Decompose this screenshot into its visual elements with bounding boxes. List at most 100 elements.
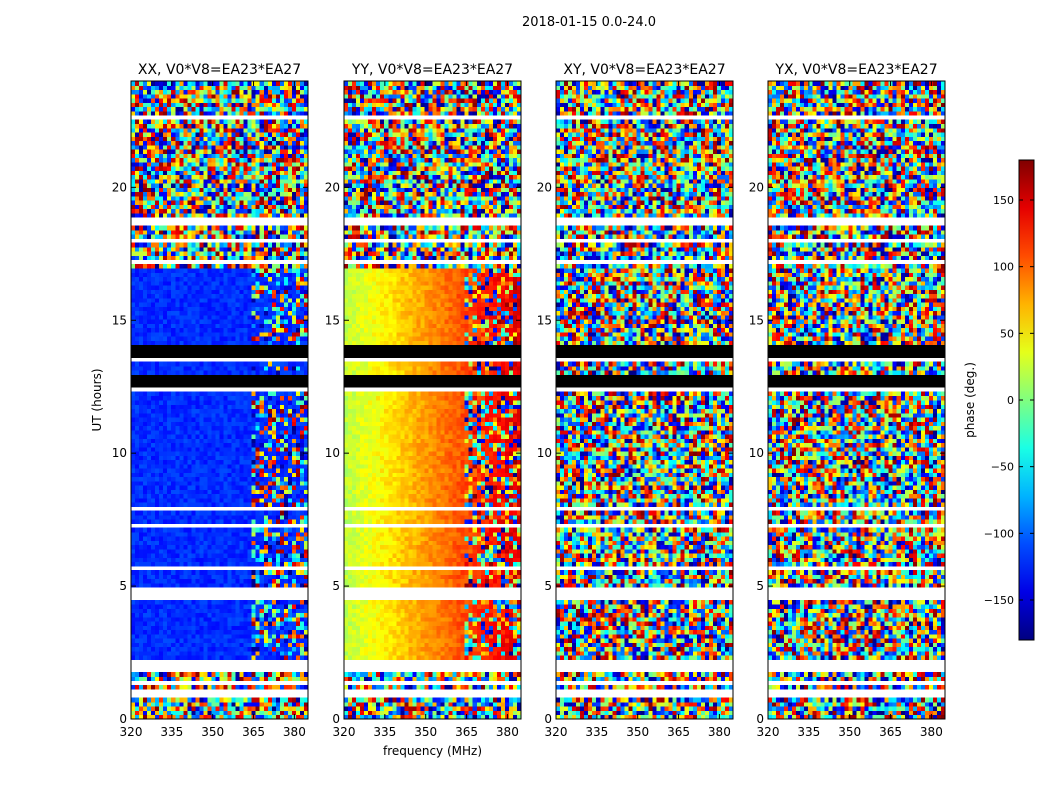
heatmap-cell (220, 655, 225, 660)
heatmap-cell (135, 158, 140, 163)
heatmap-cell (252, 574, 257, 579)
heatmap-cell (232, 366, 237, 371)
heatmap-cell (252, 583, 257, 588)
heatmap-cell (292, 196, 297, 201)
heatmap-cell (264, 213, 269, 218)
heatmap-cell (264, 600, 269, 605)
heatmap-cell (151, 170, 156, 175)
heatmap-cell (288, 676, 293, 681)
heatmap-cell (264, 655, 269, 660)
heatmap-cell (179, 464, 184, 469)
heatmap-cell (143, 315, 148, 320)
heatmap-cell (280, 481, 285, 486)
heatmap-cell (211, 494, 216, 499)
heatmap-cell (260, 485, 265, 490)
heatmap-cell (151, 298, 156, 303)
heatmap-cell (207, 391, 212, 396)
heatmap-cell (296, 434, 301, 439)
heatmap-cell (272, 319, 277, 324)
heatmap-cell (171, 511, 176, 516)
heatmap-cell (215, 136, 220, 141)
heatmap-cell (272, 698, 277, 703)
heatmap-cell (207, 170, 212, 175)
heatmap-cell (191, 676, 196, 681)
heatmap-cell (292, 336, 297, 341)
heatmap-cell (151, 162, 156, 167)
heatmap-cell (155, 294, 160, 299)
heatmap-cell (300, 417, 305, 422)
heatmap-cell (151, 685, 156, 690)
heatmap-cell (264, 604, 269, 609)
heatmap-cell (244, 583, 249, 588)
heatmap-cell (276, 651, 281, 656)
heatmap-cell (139, 540, 144, 545)
heatmap-cell (228, 396, 233, 401)
heatmap-cell (167, 540, 172, 545)
heatmap-cell (187, 302, 192, 307)
heatmap-cell (187, 323, 192, 328)
heatmap-cell (224, 557, 229, 562)
heatmap-cell (199, 613, 204, 618)
heatmap-cell (135, 153, 140, 158)
heatmap-cell (268, 311, 273, 316)
heatmap-cell (236, 145, 241, 150)
heatmap-cell (155, 642, 160, 647)
heatmap-cell (260, 213, 265, 218)
heatmap-cell (288, 362, 293, 367)
heatmap-cell (147, 294, 152, 299)
heatmap-cell (139, 536, 144, 541)
heatmap-cell (175, 638, 180, 643)
heatmap-cell (211, 613, 216, 618)
heatmap-cell (252, 481, 257, 486)
heatmap-cell (248, 447, 253, 452)
heatmap-cell (244, 515, 249, 520)
heatmap-cell (228, 272, 233, 277)
heatmap-cell (203, 655, 208, 660)
heatmap-cell (248, 366, 253, 371)
heatmap-cell (244, 434, 249, 439)
heatmap-cell (207, 413, 212, 418)
heatmap-cell (264, 426, 269, 431)
heatmap-cell (260, 247, 265, 252)
heatmap-cell (215, 579, 220, 584)
heatmap-cell (284, 255, 289, 260)
heatmap-cell (211, 672, 216, 677)
heatmap-cell (224, 604, 229, 609)
heatmap-cell (203, 553, 208, 558)
heatmap-cell (260, 328, 265, 333)
heatmap-cell (143, 158, 148, 163)
heatmap-cell (272, 400, 277, 405)
heatmap-cell (260, 494, 265, 499)
heatmap-cell (292, 251, 297, 256)
heatmap-cell (228, 247, 233, 252)
heatmap-cell (264, 545, 269, 550)
heatmap-cell (187, 170, 192, 175)
heatmap-cell (155, 234, 160, 239)
heatmap-cell (284, 642, 289, 647)
heatmap-cell (296, 264, 301, 269)
heatmap-cell (240, 311, 245, 316)
heatmap-cell (159, 464, 164, 469)
heatmap-cell (296, 298, 301, 303)
heatmap-cell (187, 570, 192, 575)
heatmap-cell (232, 608, 237, 613)
heatmap-cell (187, 502, 192, 507)
heatmap-cell (296, 532, 301, 537)
heatmap-cell (292, 621, 297, 626)
heatmap-cell (155, 604, 160, 609)
heatmap-cell (240, 230, 245, 235)
heatmap-cell (155, 672, 160, 677)
heatmap-cell (260, 200, 265, 205)
heatmap-cell (276, 562, 281, 567)
heatmap-cell (171, 545, 176, 550)
heatmap-cell (236, 285, 241, 290)
heatmap-cell (187, 528, 192, 533)
heatmap-cell (199, 213, 204, 218)
heatmap-cell (179, 366, 184, 371)
heatmap-cell (163, 311, 168, 316)
heatmap-cell (183, 230, 188, 235)
heatmap-cell (256, 540, 261, 545)
heatmap-cell (187, 298, 192, 303)
heatmap-cell (264, 285, 269, 290)
